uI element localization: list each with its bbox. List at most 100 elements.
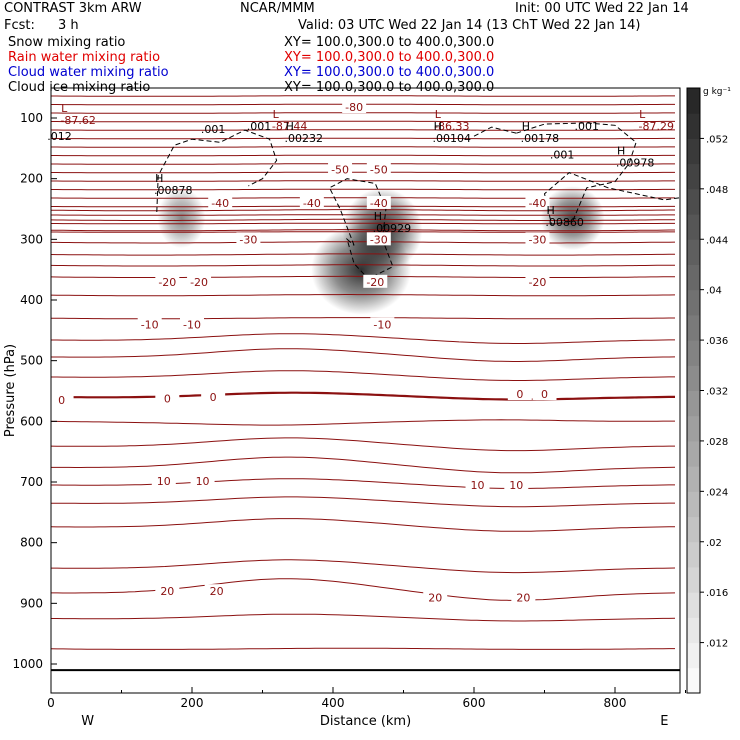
ice-label-4: .001 (550, 148, 575, 161)
temp-label-bg-9 (366, 232, 391, 246)
isotherm-1 (51, 209, 675, 212)
colorbar-tick-label-7: .028 (706, 437, 728, 448)
isotherm-upper-9 (51, 163, 675, 165)
temp-label-bg-23 (151, 473, 176, 487)
temp-label-12: -20 (190, 276, 208, 289)
direction-east: E (660, 714, 668, 729)
y-tick-label-1: 100 (20, 111, 43, 125)
colorbar-unit: g kg⁻¹ (703, 87, 731, 97)
temp-label-3: -50 (370, 164, 388, 177)
extrema-value-7: .00178 (521, 132, 560, 145)
temp-label-20: 0 (210, 391, 217, 404)
colorbar-bin-9 (687, 466, 700, 492)
isotherm-15 (51, 437, 675, 452)
ice-label-1: .001 (201, 123, 226, 136)
isotherm-17 (51, 478, 675, 489)
colorbar-bin-4 (687, 592, 700, 618)
colorbar-bin-13 (687, 365, 700, 391)
isotherm-upper-17 (51, 231, 675, 233)
isotherm-upper-13 (51, 197, 675, 199)
ice-label-2: .001 (247, 120, 272, 133)
colorbar-tick-label-8: .024 (706, 487, 728, 498)
isotherm-2 (51, 218, 675, 221)
isotherm-23 (51, 647, 675, 650)
isotherm-upper-1 (51, 95, 675, 97)
isotherm-upper-16 (51, 222, 675, 225)
extrema-value-10: .00929 (373, 222, 412, 235)
snow-max-1 (157, 188, 206, 249)
temp-label-bg-14 (525, 274, 550, 288)
isotherm-22 (51, 613, 676, 622)
temp-label-23: 10 (157, 475, 171, 488)
isotherm-3 (51, 229, 675, 232)
temp-label-bg-17 (370, 317, 395, 331)
temp-label-bg-3 (366, 162, 391, 176)
isotherm-upper-6 (51, 137, 675, 140)
colorbar-tick-label-6: .032 (706, 387, 728, 398)
temp-label-bg-10 (525, 232, 550, 246)
colorbar-bin-11 (687, 415, 700, 442)
colorbar-bin-6 (687, 541, 700, 568)
temp-label-bg-8 (236, 232, 261, 246)
y-tick-label-7: 700 (20, 475, 43, 489)
ice-label-5: .012 (47, 130, 72, 143)
ice-contour-2 (328, 178, 394, 280)
colorbar-tick-label-10: .016 (706, 588, 728, 599)
temp-label-bg-29 (423, 590, 448, 604)
isotherm-11 (51, 348, 676, 362)
extrema-type-11: H (546, 204, 554, 217)
temp-label-bg-7 (525, 195, 550, 209)
extrema-value-9: .00878 (154, 184, 193, 197)
colorbar-bin-14 (687, 340, 700, 366)
field-cloudwater-name: Cloud water mixing ratio (8, 65, 169, 80)
temp-label-bg-21 (507, 387, 532, 401)
temp-label-6: -40 (370, 197, 388, 210)
temp-label-bg-6 (366, 195, 391, 209)
extrema-type-3: L (435, 108, 442, 121)
temp-label-bg-13 (363, 274, 388, 288)
temp-label-bg-20 (201, 390, 226, 404)
temp-label-bg-1 (342, 100, 367, 114)
temp-label-bg-16 (180, 317, 204, 331)
isotherm-5 (51, 253, 675, 256)
ice-contour-4 (473, 126, 517, 137)
extrema-value-11: .00860 (545, 216, 584, 229)
plot-frame (50, 87, 681, 694)
isotherm-20 (51, 559, 676, 574)
temp-label-16: -10 (183, 318, 201, 331)
extrema-value-2: -87.44 (272, 120, 307, 133)
colorbar-bin-23 (687, 113, 700, 139)
temp-label-17: -10 (373, 318, 391, 331)
snow-max-4 (540, 186, 605, 251)
colorbar-bin-7 (687, 516, 700, 543)
colorbar-tick-label-4: .04 (706, 286, 722, 297)
temp-label-13: -20 (366, 276, 384, 289)
temp-label-21: 0 (516, 388, 523, 401)
x-tick-label-2: 200 (181, 696, 204, 710)
isotherm-18 (51, 496, 675, 508)
extrema-value-8: .00978 (616, 156, 655, 169)
snow-max-3 (311, 224, 412, 315)
colorbar-bin-15 (687, 314, 700, 341)
temp-label-bg-5 (299, 195, 324, 209)
isotherm-upper-11 (51, 180, 675, 182)
isotherm-4 (51, 241, 676, 244)
isotherm-6 (51, 264, 675, 267)
colorbar-tick-label-1: .052 (706, 134, 728, 145)
isotherm-upper-15 (51, 214, 675, 216)
temp-label-bg-19 (155, 391, 180, 405)
temp-label-26: 10 (509, 479, 523, 492)
colorbar-bin-17 (687, 264, 700, 291)
temp-label-30: 20 (516, 591, 530, 604)
chart-title: CONTRAST 3km ARW (4, 1, 142, 16)
isotherm-upper-12 (51, 188, 675, 191)
temp-label-5: -40 (303, 197, 321, 210)
y-tick-label-10: 1000 (12, 657, 43, 671)
temp-label-18: 0 (58, 394, 65, 407)
colorbar-bin-18 (687, 239, 700, 265)
temp-label-29: 20 (428, 591, 442, 604)
y-tick-label-8: 800 (20, 536, 43, 550)
temp-label-bg-28 (204, 584, 229, 598)
extrema-type-7: H (522, 120, 530, 133)
isotherm-21 (51, 578, 676, 601)
